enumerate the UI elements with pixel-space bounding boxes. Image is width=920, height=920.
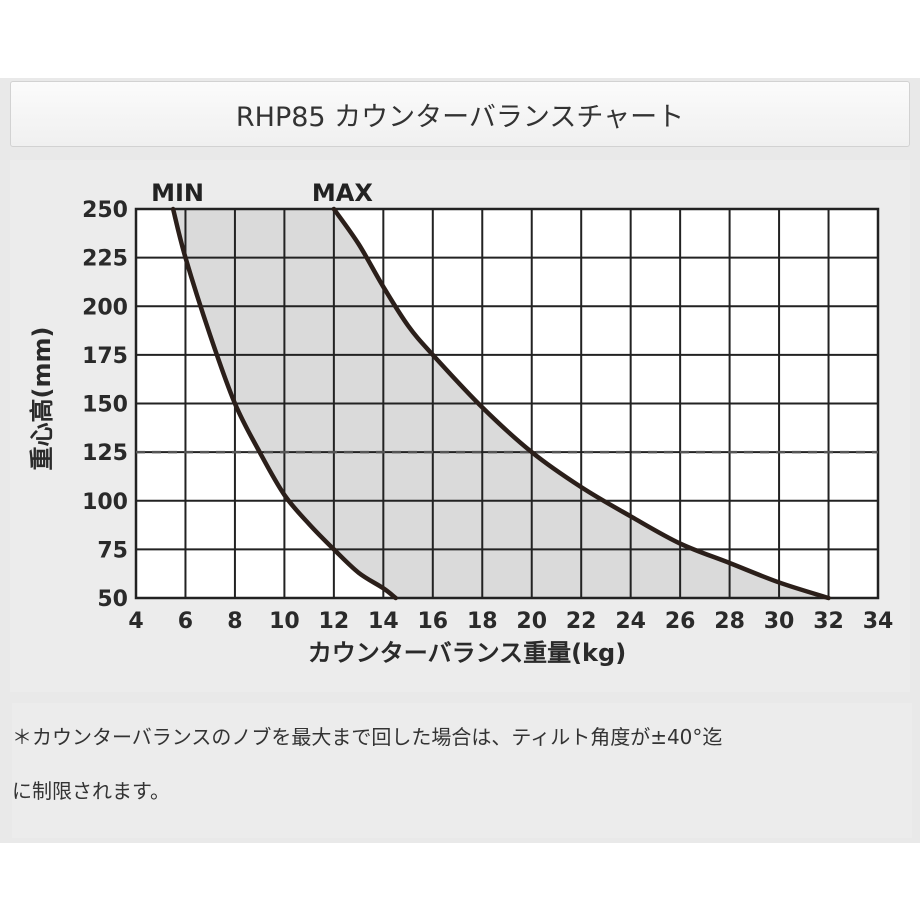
x-tick-label: 8 <box>227 609 242 634</box>
x-axis-label: カウンターバランス重量(kg) <box>308 639 626 667</box>
footnote: ＊カウンターバランスのノブを最大まで回した場合は、ティルト角度が±40°迄 に制… <box>12 703 912 838</box>
chart-title: RHP85 カウンターバランスチャート <box>235 101 685 133</box>
chart-title-bar: RHP85 カウンターバランスチャート <box>10 81 910 147</box>
x-tick-label: 20 <box>516 609 547 634</box>
series-line-max <box>331 206 831 601</box>
y-tick-label: 75 <box>97 538 128 563</box>
y-axis-label: 重心高(mm) <box>28 327 56 471</box>
series-label-max: MAX <box>312 179 373 207</box>
plot-border <box>134 207 880 600</box>
y-tick-label: 200 <box>82 295 128 320</box>
counterbalance-chart: MIN MAX 4 6 8 10 12 14 16 18 20 22 24 26 28 30 32 34 50 75 1… <box>28 179 894 667</box>
footnote-line-2: に制限されます。 <box>12 779 170 803</box>
y-tick-label: 250 <box>82 198 128 223</box>
x-tick-label: 18 <box>467 609 498 634</box>
x-tick-label: 32 <box>813 609 844 634</box>
y-tick-label: 225 <box>82 247 128 272</box>
x-tick-label: 34 <box>863 609 894 634</box>
x-tick-label: 28 <box>714 609 745 634</box>
x-tick-label: 12 <box>319 609 350 634</box>
y-tick-label: 150 <box>82 393 128 418</box>
x-tick-label: 4 <box>128 609 143 634</box>
x-tick-label: 16 <box>417 609 448 634</box>
series-label-min: MIN <box>151 179 204 207</box>
y-tick-label: 50 <box>97 587 128 612</box>
x-tick-label: 14 <box>368 609 399 634</box>
chart-area: MIN MAX 4 6 8 10 12 14 16 18 20 22 24 26 28 30 32 34 50 75 1… <box>10 160 910 692</box>
y-tick-label: 175 <box>82 344 128 369</box>
series-line-min <box>170 206 398 601</box>
x-tick-label: 22 <box>566 609 597 634</box>
y-tick-label: 100 <box>82 490 128 515</box>
x-tick-label: 26 <box>665 609 696 634</box>
x-tick-label: 24 <box>615 609 646 634</box>
footnote-line-1: ＊カウンターバランスのノブを最大まで回した場合は、ティルト角度が±40°迄 <box>12 725 723 749</box>
x-tick-label: 10 <box>269 609 300 634</box>
x-tick-label: 6 <box>178 609 193 634</box>
x-tick-label: 30 <box>764 609 795 634</box>
y-tick-label: 125 <box>82 441 128 466</box>
